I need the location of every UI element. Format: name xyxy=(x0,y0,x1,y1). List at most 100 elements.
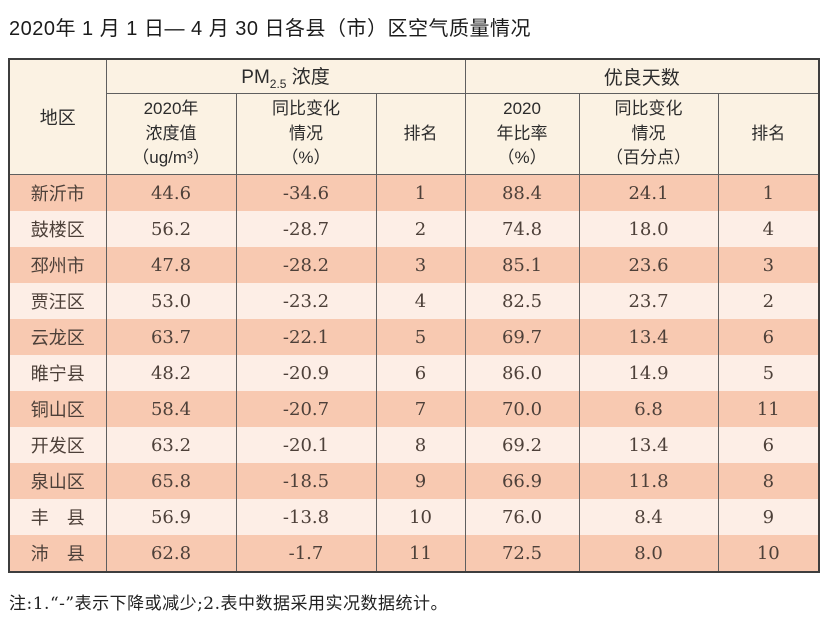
cell-pm-change: -13.8 xyxy=(235,499,377,535)
cell-pm-value: 58.4 xyxy=(105,391,237,427)
cell-good-change: 13.4 xyxy=(578,319,719,355)
pm-label-suffix: 浓度 xyxy=(286,67,330,89)
cell-pm-change: -20.7 xyxy=(235,391,377,427)
cell-pm-rank: 8 xyxy=(375,427,466,463)
cell-good-rank: 6 xyxy=(717,427,820,463)
cell-good-change: 8.4 xyxy=(578,499,719,535)
col-header-region: 地区 xyxy=(8,58,107,175)
cell-good-ratio: 86.0 xyxy=(464,355,580,391)
cell-good-ratio: 70.0 xyxy=(464,391,580,427)
cell-pm-change: -28.7 xyxy=(235,211,377,247)
cell-good-change: 13.4 xyxy=(578,427,719,463)
cell-good-rank: 10 xyxy=(717,535,820,572)
cell-pm-value: 53.0 xyxy=(105,283,237,319)
cell-good-ratio: 74.8 xyxy=(464,211,580,247)
cell-pm-rank: 3 xyxy=(375,247,466,283)
cell-good-ratio: 72.5 xyxy=(464,535,580,572)
cell-pm-rank: 6 xyxy=(375,355,466,391)
page-title: 2020年 1 月 1 日— 4 月 30 日各县（市）区空气质量情况 xyxy=(9,18,532,40)
pm-label-prefix: PM xyxy=(241,67,270,89)
cell-good-change: 14.9 xyxy=(578,355,719,391)
col-header-good-change: 同比变化 情况 （百分点） xyxy=(578,93,719,175)
cell-pm-rank: 9 xyxy=(375,463,466,499)
col-header-good-ratio: 2020 年比率 （%） xyxy=(464,93,580,175)
cell-pm-value: 56.2 xyxy=(105,211,237,247)
header-sub-row: 2020年 浓度值 （ug/m³） 同比变化 情况 （%） 排名 2020 年比… xyxy=(9,93,820,175)
cell-region: 泉山区 xyxy=(8,463,107,499)
footnote: 注:1.“-”表示下降或减少;2.表中数据采用实况数据统计。 xyxy=(9,594,449,614)
cell-good-change: 18.0 xyxy=(578,211,719,247)
cell-good-ratio: 69.2 xyxy=(464,427,580,463)
cell-good-rank: 8 xyxy=(717,463,820,499)
cell-region: 丰 县 xyxy=(8,499,107,535)
cell-pm-rank: 2 xyxy=(375,211,466,247)
cell-good-rank: 3 xyxy=(717,247,820,283)
cell-region: 新沂市 xyxy=(8,174,107,211)
cell-pm-rank: 7 xyxy=(375,391,466,427)
cell-good-rank: 6 xyxy=(717,319,820,355)
cell-good-ratio: 88.4 xyxy=(464,174,580,211)
air-quality-table: 地区 PM2.5 浓度 优良天数 2020年 浓度值 （ug/m³） 同比变化 … xyxy=(8,58,821,573)
table-row: 贾汪区 53.0 -23.2 4 82.5 23.7 2 xyxy=(8,283,820,319)
table-row: 丰 县 56.9 -13.8 10 76.0 8.4 9 xyxy=(8,499,820,535)
cell-good-rank: 5 xyxy=(717,355,820,391)
cell-good-ratio: 76.0 xyxy=(464,499,580,535)
cell-good-change: 8.0 xyxy=(578,535,719,572)
cell-pm-change: -20.1 xyxy=(235,427,377,463)
cell-region: 贾汪区 xyxy=(8,283,107,319)
cell-good-rank: 11 xyxy=(717,391,820,427)
cell-pm-value: 48.2 xyxy=(105,355,237,391)
cell-pm-change: -23.2 xyxy=(235,283,377,319)
table-row: 铜山区 58.4 -20.7 7 70.0 6.8 11 xyxy=(8,391,820,427)
cell-good-ratio: 66.9 xyxy=(464,463,580,499)
cell-pm-rank: 5 xyxy=(375,319,466,355)
cell-pm-value: 63.2 xyxy=(105,427,237,463)
cell-pm-change: -18.5 xyxy=(235,463,377,499)
col-header-pm-rank: 排名 xyxy=(375,93,466,175)
table-body: 新沂市 44.6 -34.6 1 88.4 24.1 1 鼓楼区 56.2 -2… xyxy=(8,174,820,572)
cell-good-rank: 2 xyxy=(717,283,820,319)
cell-good-ratio: 69.7 xyxy=(464,319,580,355)
cell-good-rank: 1 xyxy=(717,174,820,211)
table-row: 睢宁县 48.2 -20.9 6 86.0 14.9 5 xyxy=(8,355,820,391)
cell-good-change: 24.1 xyxy=(578,174,719,211)
table-row: 云龙区 63.7 -22.1 5 69.7 13.4 6 xyxy=(8,319,820,355)
cell-pm-change: -28.2 xyxy=(235,247,377,283)
col-group-good-days: 优良天数 xyxy=(464,58,820,94)
cell-region: 开发区 xyxy=(8,427,107,463)
cell-pm-rank: 4 xyxy=(375,283,466,319)
cell-good-ratio: 85.1 xyxy=(464,247,580,283)
cell-pm-value: 56.9 xyxy=(105,499,237,535)
cell-good-rank: 9 xyxy=(717,499,820,535)
col-header-good-rank: 排名 xyxy=(717,93,820,175)
cell-pm-rank: 11 xyxy=(375,535,466,572)
table-row: 鼓楼区 56.2 -28.7 2 74.8 18.0 4 xyxy=(8,211,820,247)
cell-region: 沛 县 xyxy=(8,535,107,572)
cell-pm-change: -20.9 xyxy=(235,355,377,391)
cell-pm-rank: 10 xyxy=(375,499,466,535)
cell-pm-change: -22.1 xyxy=(235,319,377,355)
table-row: 沛 县 62.8 -1.7 11 72.5 8.0 10 xyxy=(8,535,820,572)
cell-pm-value: 63.7 xyxy=(105,319,237,355)
cell-pm-value: 62.8 xyxy=(105,535,237,572)
col-group-pm: PM2.5 浓度 xyxy=(105,58,466,94)
pm-label-subscript: 2.5 xyxy=(269,76,287,91)
cell-pm-value: 47.8 xyxy=(105,247,237,283)
table-row: 邳州市 47.8 -28.2 3 85.1 23.6 3 xyxy=(8,247,820,283)
col-header-pm-change: 同比变化 情况 （%） xyxy=(235,93,377,175)
table-row: 开发区 63.2 -20.1 8 69.2 13.4 6 xyxy=(8,427,820,463)
table-header: 地区 PM2.5 浓度 优良天数 2020年 浓度值 （ug/m³） 同比变化 … xyxy=(8,58,820,175)
cell-good-rank: 4 xyxy=(717,211,820,247)
cell-pm-rank: 1 xyxy=(375,174,466,211)
cell-good-change: 11.8 xyxy=(578,463,719,499)
cell-good-change: 23.7 xyxy=(578,283,719,319)
table-row: 新沂市 44.6 -34.6 1 88.4 24.1 1 xyxy=(8,174,820,211)
cell-region: 邳州市 xyxy=(8,247,107,283)
cell-region: 铜山区 xyxy=(8,391,107,427)
col-header-pm-value: 2020年 浓度值 （ug/m³） xyxy=(105,93,237,175)
cell-region: 鼓楼区 xyxy=(8,211,107,247)
cell-good-ratio: 82.5 xyxy=(464,283,580,319)
header-group-row: 地区 PM2.5 浓度 优良天数 xyxy=(8,58,820,175)
cell-region: 云龙区 xyxy=(8,319,107,355)
